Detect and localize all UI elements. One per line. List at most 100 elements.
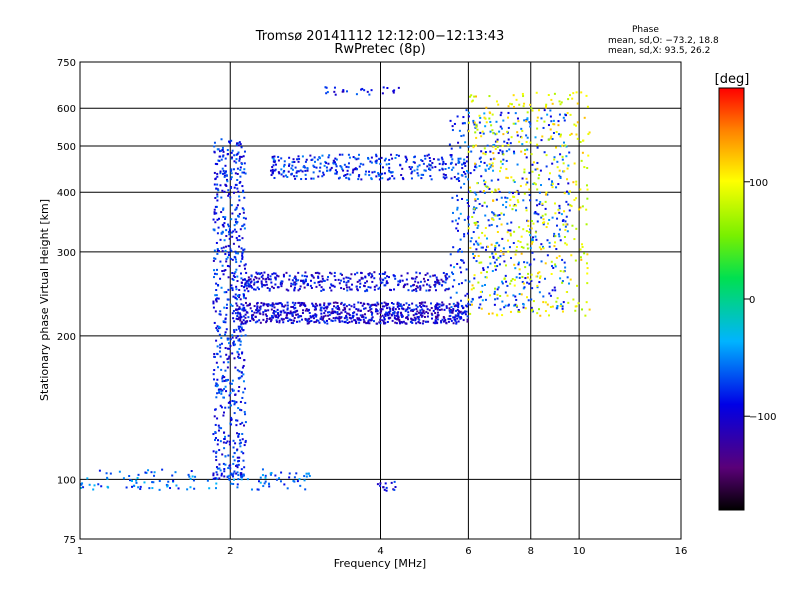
data-point (525, 230, 528, 233)
data-point (280, 280, 283, 283)
data-point (555, 146, 558, 149)
data-point (334, 301, 337, 304)
data-point (386, 307, 389, 310)
data-point (167, 480, 170, 483)
data-point (496, 297, 499, 300)
data-point (248, 302, 251, 305)
data-point (230, 382, 233, 385)
data-point (562, 301, 565, 304)
data-point (290, 319, 293, 322)
data-point (290, 312, 293, 315)
data-point (555, 256, 558, 259)
data-point (213, 208, 216, 211)
data-point (318, 272, 321, 275)
data-point (405, 316, 408, 319)
data-point (269, 320, 272, 323)
data-point (228, 474, 231, 477)
data-point (233, 330, 236, 333)
data-point (213, 141, 216, 144)
data-point (235, 252, 238, 255)
data-point (544, 105, 547, 108)
data-point (139, 488, 142, 491)
data-point (446, 277, 449, 280)
data-point (212, 276, 215, 279)
data-point (279, 283, 282, 286)
x-tick-label: 8 (528, 546, 534, 557)
data-point (338, 315, 341, 318)
data-point (128, 475, 131, 478)
data-point (404, 310, 407, 313)
data-point (239, 445, 242, 448)
data-point (457, 177, 460, 180)
data-point (450, 306, 453, 309)
data-point (237, 215, 240, 218)
data-point (388, 169, 391, 172)
data-point (265, 315, 268, 318)
data-point (554, 212, 557, 215)
data-point (342, 89, 345, 92)
data-point (397, 280, 400, 283)
data-point (350, 273, 353, 276)
data-point (494, 298, 497, 301)
data-point (534, 210, 537, 213)
data-point (487, 312, 490, 315)
data-point (230, 168, 233, 171)
data-point (235, 302, 238, 305)
data-point (469, 240, 472, 243)
data-point (416, 310, 419, 313)
data-point (457, 312, 460, 315)
plot-frame (79, 61, 682, 540)
data-point (375, 322, 378, 325)
data-point (584, 314, 587, 317)
data-point (272, 316, 275, 319)
data-point (225, 353, 228, 356)
data-point (166, 484, 169, 487)
data-point (340, 279, 343, 282)
data-point (216, 193, 219, 196)
data-point (565, 223, 568, 226)
data-point (371, 316, 374, 319)
data-point (573, 123, 576, 126)
data-point (540, 139, 543, 142)
data-point (242, 304, 245, 307)
data-point (434, 306, 437, 309)
data-point (213, 269, 216, 272)
data-point (453, 305, 456, 308)
data-point (494, 244, 497, 247)
data-point (491, 162, 494, 165)
data-point (475, 136, 478, 139)
data-point (487, 186, 490, 189)
data-point (281, 318, 284, 321)
data-point (242, 364, 245, 367)
data-point (516, 134, 519, 137)
data-point (449, 119, 452, 122)
data-point (396, 318, 399, 321)
data-point (226, 366, 229, 369)
data-point (400, 305, 403, 308)
data-point (431, 313, 434, 316)
data-point (529, 122, 532, 125)
data-point (449, 264, 452, 267)
data-point (229, 392, 232, 395)
data-point (549, 306, 552, 309)
data-point (349, 277, 352, 280)
data-point (187, 473, 190, 476)
data-point (513, 152, 516, 155)
data-point (293, 288, 296, 291)
data-point (215, 300, 218, 303)
data-point (358, 165, 361, 168)
data-point (465, 268, 468, 271)
data-point (383, 305, 386, 308)
data-point (219, 260, 222, 263)
data-point (383, 172, 386, 175)
data-point (310, 286, 313, 289)
data-point (499, 308, 502, 311)
data-point (502, 247, 505, 250)
data-point (318, 280, 321, 283)
data-point (530, 242, 533, 245)
data-point (477, 224, 480, 227)
data-point (242, 278, 245, 281)
data-point (232, 455, 235, 458)
data-point (467, 150, 470, 153)
